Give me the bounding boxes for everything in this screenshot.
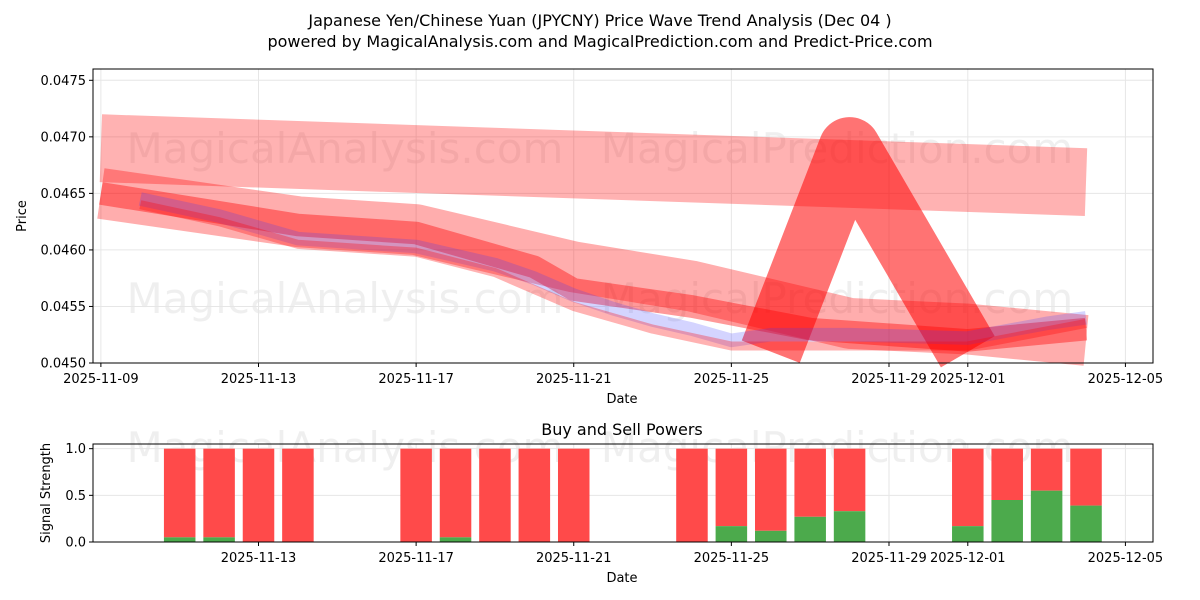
buy-bar [203,537,235,542]
buy-bar [1030,490,1063,542]
sell-bar [479,448,511,542]
power-xtick-label: 2025-11-13 [221,551,297,566]
sell-bar [1030,448,1063,491]
buy-bar [755,530,787,542]
band-price-wave-1 [138,192,1087,348]
price-xtick-label: 2025-11-09 [63,372,139,387]
sell-bar [991,448,1023,500]
price-ytick-label: 0.0470 [41,130,87,145]
power-chart: MagicalAnalysis.com MagicalPrediction.co… [39,420,1163,586]
band-upper-wide-band [99,114,1088,217]
sell-bar [282,448,314,542]
sell-bar [952,448,984,527]
sell-bar [557,448,590,542]
sell-bar [1070,448,1102,506]
power-ytick-label: 0.0 [65,536,86,551]
price-chart: MagicalAnalysis.com MagicalPrediction.co… [15,68,1164,407]
power-x-label: Date [606,571,637,586]
price-xtick-label: 2025-11-21 [536,372,612,387]
power-ytick-label: 0.5 [65,489,86,504]
price-ytick-label: 0.0450 [41,357,87,372]
price-ytick-label: 0.0475 [41,74,87,89]
sell-bar [242,448,275,542]
buy-bar [991,500,1023,542]
power-plot-frame [92,443,1154,543]
price-ytick-label: 0.0465 [41,187,87,202]
sell-bar [163,448,196,538]
power-ticks: 0.0 0.5 1.0 2025-11-13 2025-11-17 2025-11-21 2… [65,442,1163,566]
price-bands [97,114,1089,368]
buy-bar [439,537,472,542]
power-ytick-label: 1.0 [65,442,86,457]
sell-bar [676,448,708,542]
price-xtick-label: 2025-11-25 [694,372,770,387]
power-chart-title: Buy and Sell Powers [541,420,703,439]
price-ytick-label: 0.0460 [41,243,87,258]
watermark-4: MagicalPrediction.com [601,274,1074,323]
buy-bar [1070,505,1102,542]
chart-title: Japanese Yen/Chinese Yuan (JPYCNY) Price… [307,11,891,30]
price-xtick-label: 2025-11-29 [851,372,927,387]
sell-bar [794,448,826,517]
price-ticks: 0.0450 0.0455 0.0460 0.0465 0.0470 0.0475 2025… [41,74,1164,387]
sell-bar [439,448,472,538]
buy-bar [163,537,196,542]
band-trend-band-2 [99,182,1088,352]
power-y-label: Signal Strength [39,443,54,543]
power-xtick-label: 2025-11-17 [378,551,454,566]
sell-bar [203,448,235,538]
watermark-3: MagicalAnalysis.com [127,274,564,323]
price-xtick-label: 2025-11-17 [378,372,454,387]
buy-bar [952,526,984,542]
price-ytick-label: 0.0455 [41,300,87,315]
price-xtick-label: 2025-12-05 [1088,372,1164,387]
sell-bar [755,448,787,531]
chart-subtitle: powered by MagicalAnalysis.com and Magic… [267,32,932,51]
sell-bar [715,448,748,527]
band-price-wave-2 [139,200,1087,351]
power-xtick-label: 2025-11-21 [536,551,612,566]
sell-bar [400,448,432,542]
price-y-label: Price [15,200,30,232]
price-xtick-label: 2025-11-13 [221,372,297,387]
price-xtick-label: 2025-12-01 [930,372,1006,387]
power-xtick-label: 2025-12-05 [1088,551,1164,566]
power-xtick-label: 2025-11-29 [851,551,927,566]
watermark-1: MagicalAnalysis.com [127,124,564,173]
sell-bar [518,448,551,542]
buy-bar [794,516,826,542]
price-x-label: Date [606,392,637,407]
buy-bar [833,511,866,542]
power-xtick-label: 2025-12-01 [930,551,1006,566]
buy-bar [715,526,748,542]
sell-bar [833,448,866,512]
power-bars [163,448,1102,542]
band-spike-band [741,117,995,368]
price-plot-frame [92,68,1154,364]
power-xtick-label: 2025-11-25 [694,551,770,566]
